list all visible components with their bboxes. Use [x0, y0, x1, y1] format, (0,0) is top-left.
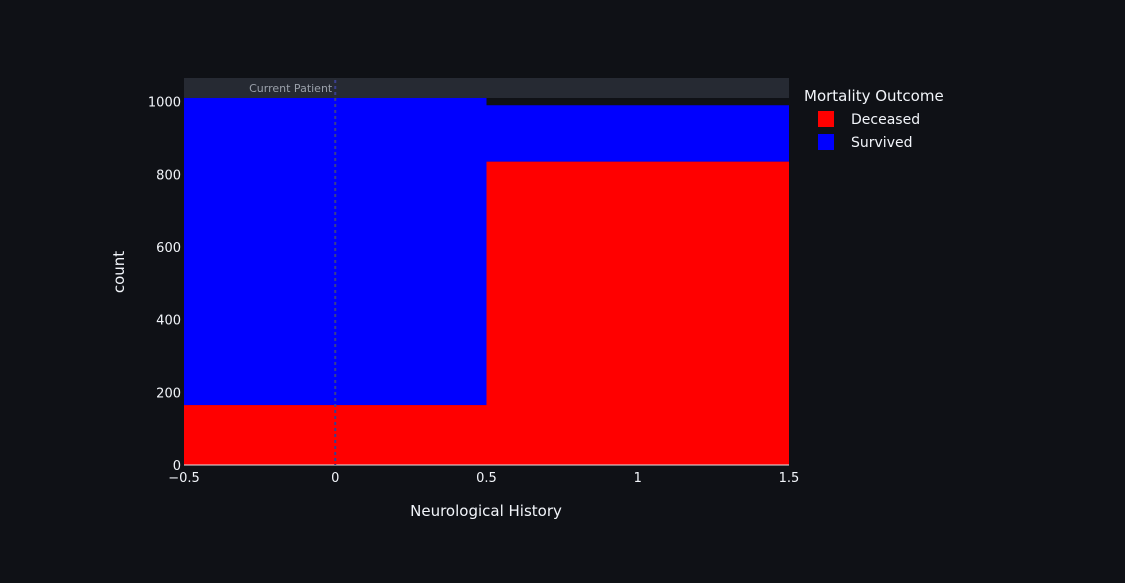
y-tick-label: 0 — [173, 459, 181, 474]
legend-item-deceased[interactable]: Deceased — [818, 111, 920, 128]
legend-label-deceased: Deceased — [851, 112, 920, 128]
bar-survived-bin-1[interactable] — [486, 105, 790, 162]
y-axis-title: count — [110, 251, 128, 293]
y-axis-ticks: 0 200 400 600 800 1000 — [148, 96, 181, 474]
bar-deceased-bin-1[interactable] — [486, 161, 790, 466]
legend-title: Mortality Outcome — [804, 87, 944, 105]
legend-swatch-survived — [818, 134, 834, 150]
x-tick-label: −0.5 — [168, 471, 200, 486]
legend-item-survived[interactable]: Survived — [818, 134, 912, 151]
legend[interactable]: Mortality Outcome Deceased Survived — [804, 87, 944, 151]
bars-layer — [184, 97, 790, 466]
y-tick-label: 1000 — [148, 96, 181, 111]
x-tick-label: 1.5 — [779, 471, 800, 486]
legend-label-survived: Survived — [851, 135, 912, 151]
current-patient-annotation: Current Patient — [249, 82, 333, 95]
x-tick-label: 1 — [634, 471, 642, 486]
y-tick-label: 600 — [156, 241, 181, 256]
x-axis-title: Neurological History — [410, 502, 562, 520]
y-tick-label: 400 — [156, 314, 181, 329]
x-tick-label: 0.5 — [476, 471, 497, 486]
x-axis-ticks: −0.5 0 0.5 1 1.5 — [168, 471, 799, 486]
bar-survived-bin-0[interactable] — [184, 97, 487, 406]
y-tick-label: 800 — [156, 168, 181, 183]
x-tick-label: 0 — [331, 471, 339, 486]
legend-swatch-deceased — [818, 111, 834, 127]
y-tick-label: 200 — [156, 386, 181, 401]
